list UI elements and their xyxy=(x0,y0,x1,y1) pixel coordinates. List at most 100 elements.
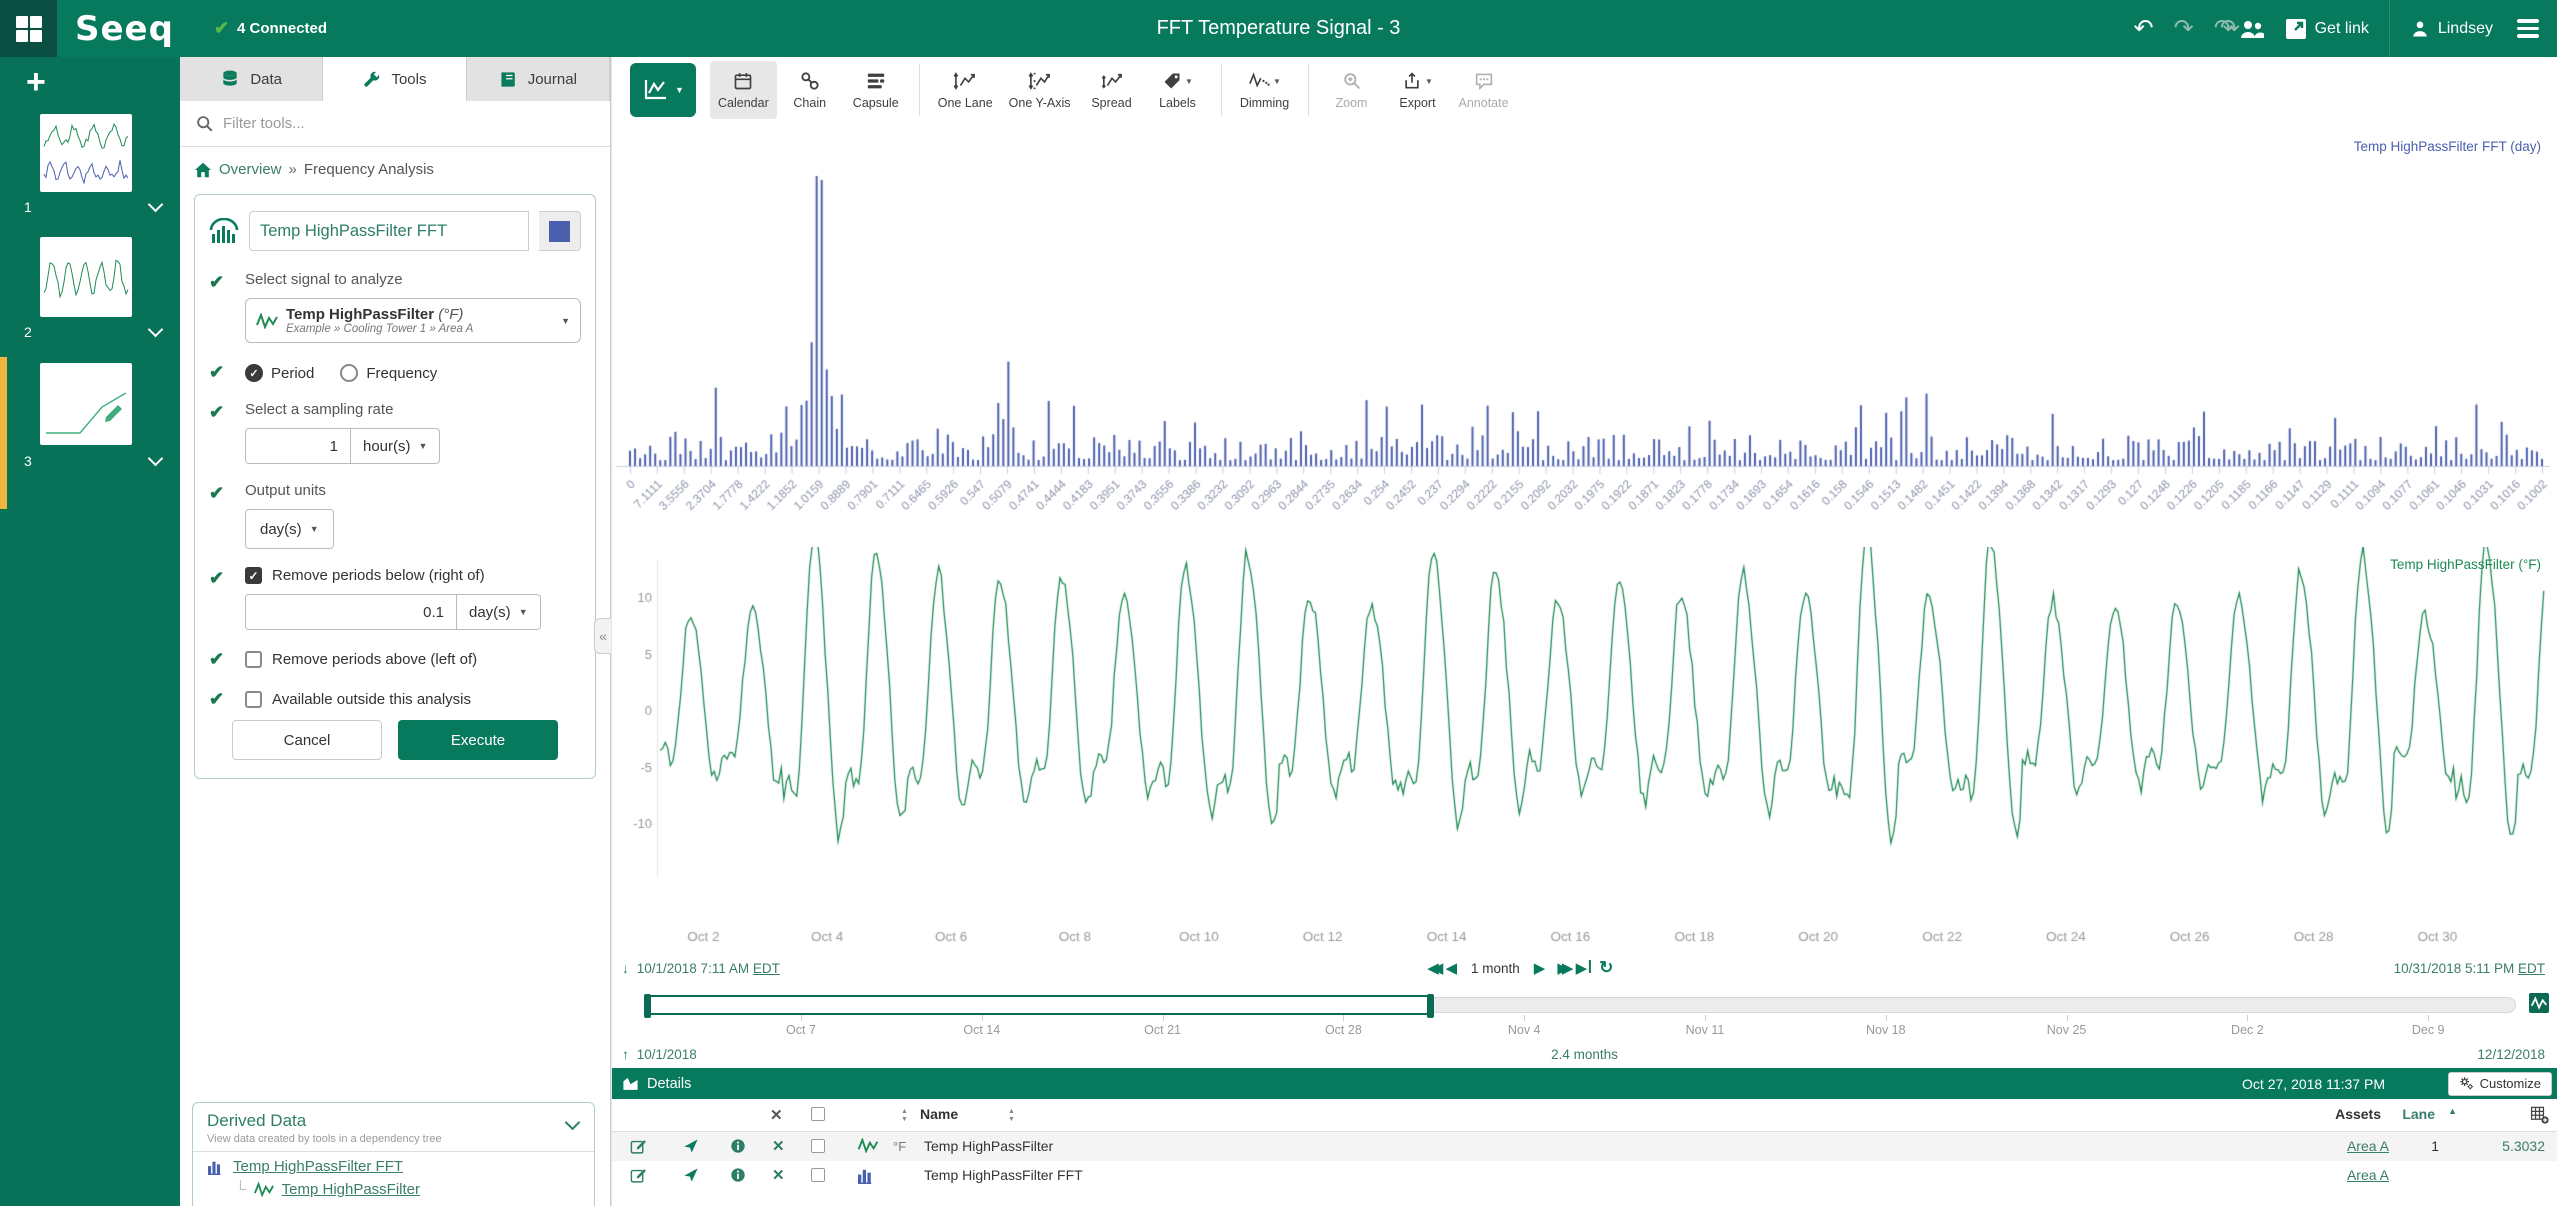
customize-button[interactable]: Customize xyxy=(2448,1072,2552,1096)
redo-icon[interactable]: ↷ xyxy=(2174,17,2194,41)
scrubber-handle-left[interactable] xyxy=(644,994,651,1018)
remove-icon[interactable]: ✕ xyxy=(772,1166,785,1184)
derived-data-header[interactable]: Derived Data View data created by tools … xyxy=(193,1103,594,1152)
scrubber-handle-right[interactable] xyxy=(1427,994,1434,1018)
chevron-down-icon[interactable] xyxy=(148,451,164,467)
select-all-checkbox[interactable] xyxy=(811,1107,825,1121)
scrubber-selection[interactable] xyxy=(646,995,1432,1015)
table-row[interactable]: ✕°FTemp HighPassFilterArea A15.3032 xyxy=(612,1132,2557,1161)
spread-button[interactable]: Spread xyxy=(1079,61,1145,119)
one-lane-button[interactable]: One Lane xyxy=(930,61,1001,119)
refresh-icon[interactable]: ↻ xyxy=(1599,958,1613,978)
breadcrumb-overview[interactable]: Overview xyxy=(219,161,282,178)
row-name[interactable]: Temp HighPassFilter FFT xyxy=(924,1167,1083,1183)
chevron-down-icon[interactable] xyxy=(148,197,164,213)
execute-button[interactable]: Execute xyxy=(398,720,558,760)
start-datetime[interactable]: 10/1/2018 7:11 AM xyxy=(637,961,749,976)
app-grid-button[interactable] xyxy=(0,0,57,57)
filter-tools-input[interactable] xyxy=(223,115,543,132)
signal-toggle-icon[interactable] xyxy=(2529,993,2549,1013)
display-range-start[interactable]: ↓ 10/1/2018 7:11 AM EDT xyxy=(622,961,780,976)
remove-below-checkbox[interactable]: ✓ xyxy=(245,567,262,584)
add-column-icon[interactable] xyxy=(2530,1105,2549,1124)
calendar-button[interactable]: Calendar xyxy=(710,61,777,119)
radio-frequency[interactable]: Frequency xyxy=(340,364,437,382)
new-worksheet-button[interactable]: + xyxy=(26,65,46,99)
start-timezone[interactable]: EDT xyxy=(753,961,780,976)
details-bar[interactable]: Details Oct 27, 2018 11:37 PM Customize xyxy=(612,1068,2557,1099)
color-swatch-button[interactable] xyxy=(539,211,581,251)
chevron-down-icon[interactable] xyxy=(148,322,164,338)
derived-link-fft[interactable]: Temp HighPassFilter FFT xyxy=(233,1158,403,1175)
remove-all-icon[interactable]: ✕ xyxy=(770,1106,783,1124)
chain-button[interactable]: Chain xyxy=(777,61,843,119)
sort-icon[interactable]: ▲▼ xyxy=(901,1108,908,1123)
table-row[interactable]: ✕ Temp HighPassFilter FFT Area A xyxy=(612,1161,2557,1190)
sampling-rate-input[interactable] xyxy=(245,428,351,464)
pan-forward-half-icon[interactable]: ▶ xyxy=(1534,959,1546,977)
output-unit-dropdown[interactable]: day(s)▼ xyxy=(245,509,334,549)
get-link-button[interactable]: Get link xyxy=(2285,18,2369,40)
end-datetime[interactable]: 10/31/2018 5:11 PM xyxy=(2394,961,2515,976)
sort-icon[interactable]: ▲▼ xyxy=(1008,1108,1015,1123)
available-outside-checkbox[interactable] xyxy=(245,691,262,708)
signal-select[interactable]: Temp HighPassFilter (°F) Example » Cooli… xyxy=(245,298,581,343)
derived-link-signal[interactable]: Temp HighPassFilter xyxy=(282,1181,420,1198)
trend-chart[interactable] xyxy=(614,547,2554,951)
row-asset-link[interactable]: Area A xyxy=(2347,1138,2389,1154)
tab-journal[interactable]: Journal xyxy=(467,57,610,101)
edit-icon[interactable] xyxy=(630,1167,647,1184)
trend-view-button[interactable]: ▼ xyxy=(630,63,696,117)
column-header-lane[interactable]: Lane xyxy=(2402,1106,2435,1122)
redo-all-icon[interactable]: ↷↷ xyxy=(2214,17,2219,41)
send-to-journal-icon[interactable] xyxy=(683,1167,699,1183)
user-menu[interactable]: Lindsey xyxy=(2410,19,2493,39)
duration-label[interactable]: 1 month xyxy=(1471,961,1520,976)
undo-icon[interactable]: ↶ xyxy=(2133,17,2153,41)
remove-above-checkbox[interactable] xyxy=(245,651,262,668)
info-icon[interactable] xyxy=(730,1138,746,1154)
end-timezone[interactable]: EDT xyxy=(2518,961,2545,976)
home-icon[interactable] xyxy=(194,162,212,178)
worksheet-thumbnail-3[interactable] xyxy=(40,363,132,445)
labels-button[interactable]: ▼Labels xyxy=(1145,61,1211,119)
sampling-unit-dropdown[interactable]: hour(s)▼ xyxy=(351,428,440,464)
capsule-button[interactable]: Capsule xyxy=(843,61,909,119)
investigate-end-date[interactable]: 12/12/2018 xyxy=(2477,1047,2545,1062)
remove-icon[interactable]: ✕ xyxy=(772,1137,785,1155)
row-checkbox[interactable] xyxy=(811,1168,825,1182)
collapse-panel-handle[interactable]: « xyxy=(594,618,611,654)
investigate-duration[interactable]: 2.4 months xyxy=(1551,1047,1618,1062)
annotate-button[interactable]: Annotate xyxy=(1451,61,1517,119)
export-button[interactable]: ▼Export xyxy=(1385,61,1451,119)
display-range-end[interactable]: 10/31/2018 5:11 PM EDT xyxy=(2394,961,2545,976)
pan-back-half-icon[interactable]: ◀ xyxy=(1445,959,1457,977)
dimming-button[interactable]: ▼Dimming xyxy=(1232,61,1298,119)
one-y-axis-button[interactable]: One Y-Axis xyxy=(1001,61,1079,119)
remove-below-unit-dropdown[interactable]: day(s)▼ xyxy=(457,594,541,630)
cancel-button[interactable]: Cancel xyxy=(232,720,382,760)
tool-name-input[interactable] xyxy=(249,211,529,251)
pan-back-full-icon[interactable]: ◀◀ xyxy=(1427,959,1433,977)
tab-tools[interactable]: Tools xyxy=(323,57,466,101)
row-checkbox[interactable] xyxy=(811,1139,825,1153)
worksheet-thumbnail-2[interactable] xyxy=(40,237,132,317)
radio-period[interactable]: ✓ Period xyxy=(245,364,314,382)
send-to-journal-icon[interactable] xyxy=(683,1138,699,1154)
tab-data[interactable]: Data xyxy=(180,57,323,101)
info-icon[interactable] xyxy=(730,1167,746,1183)
row-name[interactable]: Temp HighPassFilter xyxy=(924,1138,1053,1154)
edit-icon[interactable] xyxy=(630,1138,647,1155)
investigate-start-date[interactable]: 10/1/2018 xyxy=(637,1047,697,1062)
remove-below-input[interactable] xyxy=(245,594,457,630)
fft-chart[interactable] xyxy=(614,123,2554,547)
worksheet-thumbnail-1[interactable] xyxy=(40,114,132,192)
zoom-button[interactable]: Zoom xyxy=(1319,61,1385,119)
users-icon[interactable] xyxy=(2239,18,2265,40)
pan-forward-full-icon[interactable]: ▶▶ xyxy=(1557,959,1563,977)
pan-to-end-icon[interactable]: ▶ xyxy=(1576,959,1588,977)
row-asset-link[interactable]: Area A xyxy=(2347,1167,2389,1183)
hamburger-menu-icon[interactable] xyxy=(2513,15,2543,42)
column-header-assets[interactable]: Assets xyxy=(2335,1106,2381,1122)
column-header-name[interactable]: Name xyxy=(920,1106,958,1122)
